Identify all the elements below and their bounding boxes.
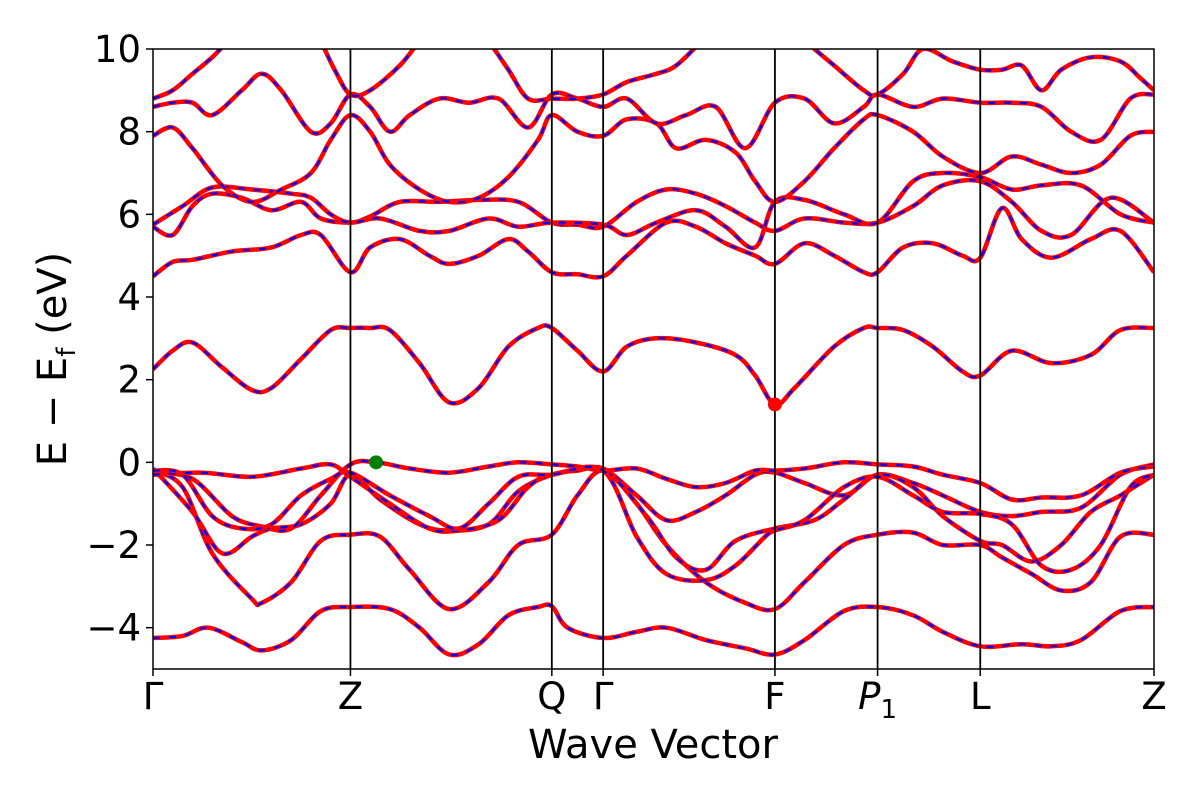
band-line-overlay-7 [153,324,1154,406]
band-line-overlay-8 [153,206,1154,279]
y-tick-label-5: 4 [117,276,141,319]
band-line-overlay-4 [153,459,1154,532]
y-axis-label: E − Ef (eV) [30,252,82,467]
x-tick-label-5: F [764,675,785,718]
band-edge-markers-group [369,397,782,470]
x-tick-label-1: Γ [143,675,164,718]
band-line-14 [322,49,417,99]
band-line-overlay-16 [812,49,1154,97]
x-tick-label-4: Γ [593,675,614,718]
x-tick-label-main-3: Q [537,675,566,718]
valence-band-maximum-marker [369,455,384,470]
y-tick-label-1: −4 [86,607,141,650]
band-line-overlay-11 [153,113,1154,204]
band-lines-group [153,49,1154,658]
y-axis-label-main: E − E [30,357,76,467]
y-axis-ticks-group: −4 −2 0 2 4 6 8 10 [86,28,153,650]
band-line-overlay-13 [153,49,222,100]
band-line-overlay-10 [153,171,1154,250]
y-axis-label-subscript: f [52,347,82,357]
x-tick-label-2: Z [338,675,363,718]
y-tick-label-8: 10 [94,28,141,71]
x-tick-label-main-6: P [858,675,881,718]
x-tick-label-main-7: L [970,675,991,718]
x-tick-label-main-5: F [764,675,785,718]
y-tick-label-2: −2 [86,524,141,567]
x-tick-label-main-4: Γ [593,675,614,718]
y-tick-label-7: 8 [117,111,141,154]
band-line-overlay-15 [492,49,696,102]
y-tick-label-4: 2 [117,359,141,402]
plot-frame [152,48,1155,670]
band-line-overlay-6 [153,465,1154,582]
x-axis-label: Wave Vector [528,722,779,768]
x-axis-ticks-group: Γ Z Q Γ F P1 L Z [143,669,1167,725]
y-tick-label-6: 6 [117,193,141,236]
x-tick-label-main-8: Z [1141,675,1166,718]
conduction-band-minimum-marker [767,397,782,412]
band-line-overlay-9 [153,179,1154,239]
band-line-3 [153,462,1154,557]
high-symmetry-lines-group [349,49,982,669]
x-tick-label-8: Z [1141,675,1166,718]
y-axis-label-unit: (eV) [30,252,76,348]
x-tick-label-3: Q [537,675,566,718]
x-tick-label-main-2: Z [338,675,363,718]
x-tick-label-main-1: Γ [143,675,164,718]
x-tick-label-7: L [970,675,991,718]
band-line-5 [153,461,1154,573]
x-tick-label-6: P1 [858,675,897,725]
y-tick-label-3: 0 [117,441,141,484]
x-tick-label-sub-6: 1 [880,695,897,725]
